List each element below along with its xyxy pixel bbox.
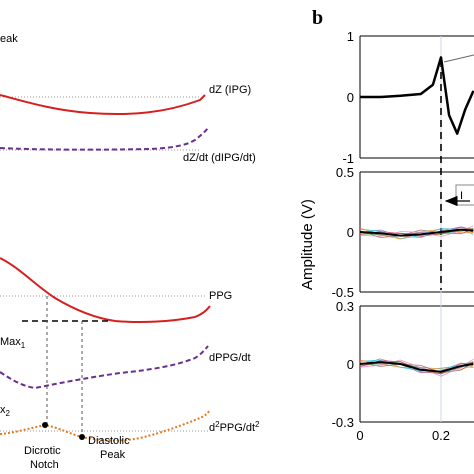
diastolic-peak-label-2: Peak xyxy=(100,449,126,461)
diastolic-peak-point xyxy=(79,434,85,440)
arrow-label: I xyxy=(460,190,463,202)
peak-annotation-line xyxy=(443,54,474,63)
mean-trace-0 xyxy=(359,361,474,373)
x-tick-0.2: 0.2 xyxy=(432,428,450,443)
bottom-tick-max: 0.3 xyxy=(336,299,354,314)
ipg-trace xyxy=(0,94,206,116)
arrow-label-box xyxy=(455,184,474,206)
dppg-label: dPPG/dt xyxy=(209,352,251,364)
dipg-trace xyxy=(0,127,209,151)
ensemble-trace-3 xyxy=(359,358,474,374)
d2ppg-label: d2PPG/dt2 xyxy=(209,420,260,434)
mean-trace-0 xyxy=(359,228,474,237)
dppg-trace xyxy=(0,345,209,390)
ppg-trace xyxy=(0,257,211,323)
top-traces xyxy=(360,56,474,135)
panel-b-label: b xyxy=(312,7,323,29)
dicrotic-notch-label-1: Dicrotic xyxy=(24,445,61,457)
panel-a: eak dZ (IPG) dZ/dt (dIPG/dt) PPG Max1 dP… xyxy=(0,33,260,471)
x-tick-0: 0 xyxy=(356,428,363,443)
top-tick-min: -1 xyxy=(342,151,354,166)
y-axis-label: Amplitude (V) xyxy=(299,199,316,290)
diastolic-peak-label-1: Diastolic xyxy=(88,435,130,447)
ensemble-trace-3 xyxy=(359,226,474,238)
ensemble-trace-6 xyxy=(359,361,474,374)
middle-tick-zero: 0 xyxy=(347,225,354,240)
bottom-tick-min: -0.3 xyxy=(332,415,354,430)
top-tick-zero: 0 xyxy=(347,90,354,105)
d2ppg-trace xyxy=(0,409,211,442)
top-tick-max: 1 xyxy=(347,29,354,44)
middle-traces xyxy=(359,225,474,240)
ppg-label: PPG xyxy=(209,290,232,302)
bottom-tick-zero: 0 xyxy=(347,357,354,372)
middle-tick-max: 0.5 xyxy=(336,165,354,180)
mean-trace-0 xyxy=(360,56,474,135)
ipg-label: dZ (IPG) xyxy=(209,84,251,96)
dipg-label: dZ/dt (dIPG/dt) xyxy=(183,152,256,164)
panel-b: b Amplitude (V) 1 0 -1 0.5 0 -0.5 0.3 xyxy=(299,7,474,443)
dicrotic-notch-point xyxy=(42,422,48,428)
max2-label: x2 xyxy=(0,404,11,418)
ensemble-trace-6 xyxy=(359,228,474,238)
peak-label-partial: eak xyxy=(0,33,18,45)
bottom-traces xyxy=(359,358,474,377)
max1-label: Max1 xyxy=(0,336,26,350)
dicrotic-notch-label-2: Notch xyxy=(30,459,59,471)
middle-tick-min: -0.5 xyxy=(332,285,354,300)
